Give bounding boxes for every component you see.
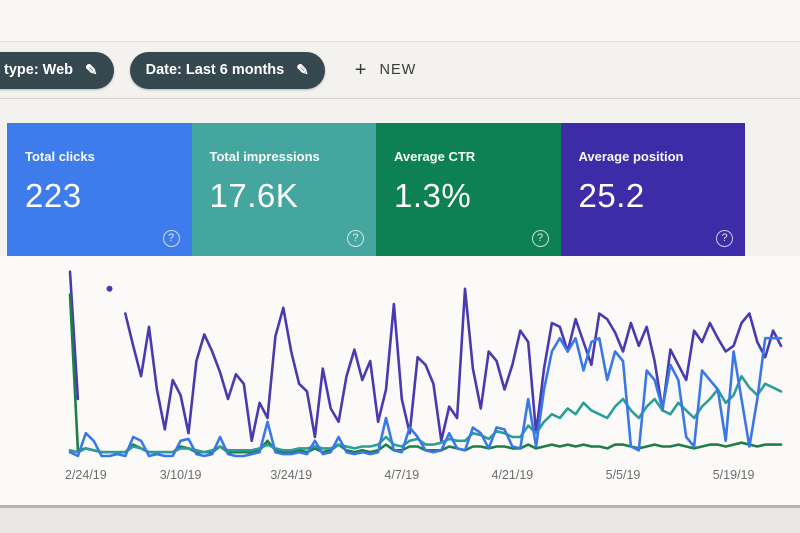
total-impressions-card[interactable]: Total impressions 17.6K ? <box>191 123 376 256</box>
chart-line <box>68 374 783 454</box>
chart-line <box>68 270 80 401</box>
average-position-card[interactable]: Average position 25.2 ? <box>560 123 745 256</box>
new-filter-button[interactable]: + NEW <box>355 59 417 82</box>
help-icon[interactable]: ? <box>162 230 180 247</box>
chart-point <box>106 285 113 292</box>
x-axis-tick-label: 3/24/19 <box>270 468 313 482</box>
help-icon[interactable]: ? <box>347 230 364 247</box>
x-axis-tick-label: 5/5/19 <box>605 468 641 482</box>
page-top-strip <box>0 0 800 42</box>
average-position-title: Average position <box>578 149 684 164</box>
edit-pencil-icon[interactable]: ✎ <box>85 62 98 79</box>
plus-icon: + <box>354 58 368 81</box>
chart-line <box>68 336 783 458</box>
total-clicks-title: Total clicks <box>25 149 95 164</box>
average-ctr-card[interactable]: Average CTR 1.3% ? <box>376 123 561 256</box>
total-impressions-value: 17.6K <box>209 177 299 214</box>
help-icon[interactable]: ? <box>716 230 733 247</box>
average-ctr-title: Average CTR <box>394 149 476 164</box>
new-filter-button-label: NEW <box>379 62 417 78</box>
desk-strip <box>0 508 800 533</box>
search-type-filter-label: type: Web <box>4 62 74 78</box>
edit-pencil-icon[interactable]: ✎ <box>296 62 309 79</box>
total-clicks-card[interactable]: Total clicks 223 ? <box>7 123 192 256</box>
search-type-filter-chip[interactable]: type: Web ✎ <box>0 51 114 89</box>
total-clicks-value: 223 <box>25 177 82 214</box>
x-axis-tick-label: 4/7/19 <box>384 468 420 482</box>
date-filter-chip[interactable]: Date: Last 6 months ✎ <box>129 51 325 89</box>
average-ctr-value: 1.3% <box>394 177 472 214</box>
performance-chart: 2/24/19 3/10/19 3/24/19 4/7/19 4/21/19 5/5/19… <box>0 256 800 505</box>
panel-bottom-edge <box>0 505 800 508</box>
filter-bar: type: Web ✎ Date: Last 6 months ✎ + NEW <box>0 42 800 99</box>
chart-x-axis-labels: 2/24/19 3/10/19 3/24/19 4/7/19 4/21/19 5/5/19… <box>0 468 800 494</box>
total-impressions-title: Total impressions <box>209 149 320 164</box>
x-axis-tick-label: 2/24/19 <box>64 468 107 482</box>
x-axis-tick-label: 5/19/19 <box>712 468 755 482</box>
x-axis-tick-label: 3/10/19 <box>159 468 202 482</box>
chart-line <box>124 287 783 443</box>
date-filter-label: Date: Last 6 months <box>145 62 285 78</box>
average-position-value: 25.2 <box>578 177 645 214</box>
performance-chart-canvas <box>68 270 783 458</box>
help-icon[interactable]: ? <box>531 230 549 247</box>
x-axis-tick-label: 4/21/19 <box>491 468 534 482</box>
metric-cards-row: Total clicks 223 ? Total impressions 17.… <box>7 123 745 256</box>
